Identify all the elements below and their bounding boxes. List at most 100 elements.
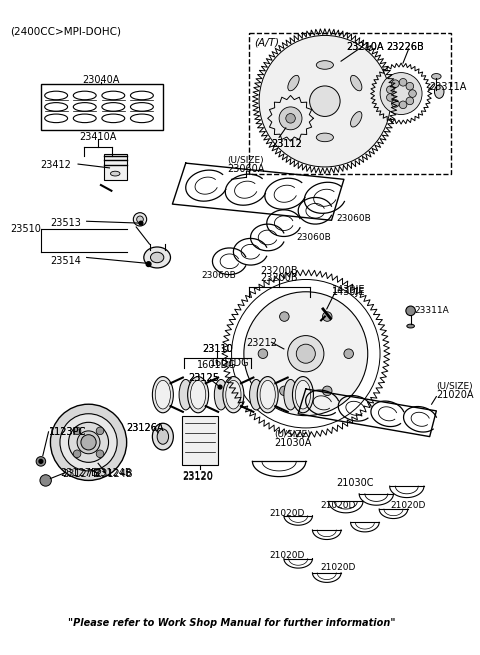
Ellipse shape xyxy=(288,75,299,91)
Ellipse shape xyxy=(259,35,391,167)
Text: "Please refer to Work Shop Manual for further information": "Please refer to Work Shop Manual for fu… xyxy=(68,618,395,628)
Circle shape xyxy=(380,73,422,115)
Text: 23110: 23110 xyxy=(202,344,232,354)
Bar xyxy=(249,33,451,174)
Text: 23060B: 23060B xyxy=(296,233,331,242)
Circle shape xyxy=(96,427,104,435)
Text: 23200B: 23200B xyxy=(260,272,298,283)
Text: 21020D: 21020D xyxy=(269,551,304,560)
Text: 23311A: 23311A xyxy=(430,82,467,92)
Ellipse shape xyxy=(226,381,241,409)
Text: 23212: 23212 xyxy=(246,337,277,348)
Ellipse shape xyxy=(157,429,168,444)
Text: 1601DG: 1601DG xyxy=(197,360,237,370)
Text: 23510: 23510 xyxy=(11,224,41,234)
Ellipse shape xyxy=(244,291,368,416)
Text: 21020D: 21020D xyxy=(269,509,304,518)
Circle shape xyxy=(36,457,46,466)
Text: 23410A: 23410A xyxy=(79,132,117,141)
Circle shape xyxy=(386,86,394,94)
Text: (U/SIZE): (U/SIZE) xyxy=(436,383,473,391)
Circle shape xyxy=(286,113,295,123)
Text: 1430JE: 1430JE xyxy=(332,287,365,297)
Text: 23210A: 23210A xyxy=(346,42,384,52)
Circle shape xyxy=(406,97,414,105)
Ellipse shape xyxy=(188,377,209,413)
Bar xyxy=(182,416,218,465)
Ellipse shape xyxy=(137,216,144,223)
Circle shape xyxy=(81,435,96,450)
Text: (2400CC>MPI-DOHC): (2400CC>MPI-DOHC) xyxy=(11,27,121,37)
Text: 23120: 23120 xyxy=(183,472,214,482)
Text: 23120: 23120 xyxy=(183,471,214,481)
Text: 23124B: 23124B xyxy=(94,468,132,478)
Circle shape xyxy=(392,100,399,107)
Text: 21020D: 21020D xyxy=(321,502,356,510)
Ellipse shape xyxy=(133,213,147,226)
Text: 21030A: 21030A xyxy=(275,438,312,447)
Ellipse shape xyxy=(150,252,164,263)
Circle shape xyxy=(386,94,394,102)
Text: (A/T): (A/T) xyxy=(254,37,279,47)
Ellipse shape xyxy=(223,377,244,413)
Text: 21020D: 21020D xyxy=(390,502,425,510)
Ellipse shape xyxy=(310,86,340,117)
Circle shape xyxy=(73,427,81,435)
Text: 23514: 23514 xyxy=(50,255,81,265)
Text: 23125: 23125 xyxy=(189,373,219,383)
Circle shape xyxy=(399,101,407,109)
Text: 23311A: 23311A xyxy=(414,306,449,315)
Ellipse shape xyxy=(50,404,127,480)
Ellipse shape xyxy=(60,414,117,471)
Ellipse shape xyxy=(295,381,311,409)
Ellipse shape xyxy=(155,381,170,409)
Ellipse shape xyxy=(350,75,362,91)
Text: 23127B: 23127B xyxy=(60,468,98,478)
Ellipse shape xyxy=(77,431,100,454)
Ellipse shape xyxy=(215,379,228,410)
Circle shape xyxy=(146,262,151,267)
Ellipse shape xyxy=(434,85,444,98)
Text: 23125: 23125 xyxy=(189,373,219,383)
Text: 23060A: 23060A xyxy=(227,164,264,174)
Ellipse shape xyxy=(260,381,276,409)
Text: 23124B: 23124B xyxy=(95,469,133,479)
Text: 23226B: 23226B xyxy=(386,42,424,52)
Text: 21020D: 21020D xyxy=(321,563,356,572)
Text: 23112: 23112 xyxy=(272,140,302,149)
Ellipse shape xyxy=(110,171,120,176)
Ellipse shape xyxy=(191,381,206,409)
Circle shape xyxy=(406,306,415,316)
Text: (U/SIZE): (U/SIZE) xyxy=(275,430,311,439)
Text: 1430JE: 1430JE xyxy=(332,285,365,295)
Ellipse shape xyxy=(69,422,108,462)
Text: 23060B: 23060B xyxy=(201,271,236,280)
Circle shape xyxy=(258,349,268,358)
Text: 23412: 23412 xyxy=(40,160,72,170)
Circle shape xyxy=(218,385,222,389)
Text: 23200B: 23200B xyxy=(260,266,298,276)
Ellipse shape xyxy=(179,379,192,410)
Text: 21020A: 21020A xyxy=(436,390,474,400)
Text: 23127B: 23127B xyxy=(62,469,100,479)
Ellipse shape xyxy=(288,111,299,127)
Text: 21030C: 21030C xyxy=(336,477,374,487)
Ellipse shape xyxy=(316,61,334,69)
Text: 23513: 23513 xyxy=(50,218,81,229)
Text: 23060B: 23060B xyxy=(336,214,371,223)
Circle shape xyxy=(344,349,353,358)
Circle shape xyxy=(279,107,302,130)
Ellipse shape xyxy=(144,247,170,268)
Circle shape xyxy=(279,312,289,322)
Text: 23110: 23110 xyxy=(202,344,232,354)
Circle shape xyxy=(323,312,332,322)
Circle shape xyxy=(406,83,414,90)
Text: 23126A: 23126A xyxy=(127,423,164,433)
Ellipse shape xyxy=(292,377,313,413)
Circle shape xyxy=(139,221,143,225)
Circle shape xyxy=(392,80,399,88)
Ellipse shape xyxy=(407,324,414,328)
Ellipse shape xyxy=(257,377,278,413)
Circle shape xyxy=(408,90,416,98)
Text: 1601DG: 1601DG xyxy=(210,358,250,369)
